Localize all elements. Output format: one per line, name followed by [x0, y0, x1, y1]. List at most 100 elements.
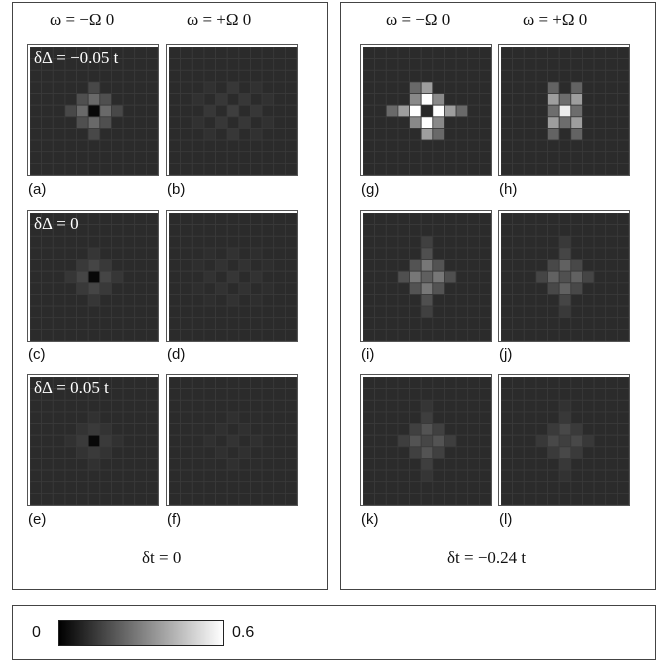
heatmap-cell	[52, 399, 66, 413]
heatmap-cell	[363, 213, 376, 226]
heatmap-cell	[547, 328, 560, 341]
heatmap-cell	[570, 305, 583, 319]
heatmap-cell	[444, 69, 457, 83]
heatmap-cell	[444, 388, 457, 401]
heatmap-cell	[87, 294, 101, 307]
heatmap-cell	[111, 328, 124, 341]
heatmap-cell	[134, 423, 147, 436]
row-annotation-1: δΔ = −0.05 t	[34, 48, 119, 67]
heatmap-cell	[605, 235, 618, 249]
heatmap-cell	[547, 259, 560, 272]
heatmap-panel-d	[166, 210, 298, 342]
heatmap-cell	[226, 317, 240, 330]
heatmap-cell	[478, 81, 491, 94]
heatmap-cell	[261, 47, 275, 60]
heatmap-cell	[535, 58, 548, 71]
heatmap-cell	[535, 434, 548, 448]
heatmap-cell	[203, 399, 216, 413]
heatmap-cell	[122, 377, 136, 390]
heatmap-cell	[432, 58, 445, 71]
heatmap-cell	[250, 434, 263, 448]
heatmap-cell	[99, 399, 112, 413]
heatmap-cell	[134, 469, 147, 483]
heatmap-cell	[145, 128, 158, 141]
heatmap-cell	[385, 270, 399, 284]
heatmap-cell	[145, 81, 158, 94]
heatmap-cell	[76, 469, 89, 483]
heatmap-cell	[432, 270, 445, 284]
heatmap-cell	[30, 399, 43, 413]
heatmap-cell	[52, 162, 66, 175]
heatmap-cell	[467, 328, 480, 341]
heatmap-cell	[432, 411, 445, 424]
heatmap-cell	[226, 93, 240, 106]
heatmap-cell	[374, 411, 387, 424]
heatmap-cell	[41, 399, 54, 413]
heatmap-cell	[122, 388, 136, 401]
heatmap-cell	[385, 492, 399, 505]
heatmap-cell	[180, 116, 193, 129]
heatmap-cell	[30, 247, 43, 260]
heatmap-cell	[134, 270, 147, 284]
heatmap-cell	[570, 116, 583, 129]
heatmap-cell	[558, 317, 572, 330]
heatmap-cell	[99, 69, 112, 83]
heatmap-cell	[444, 128, 457, 141]
heatmap-cell	[215, 423, 228, 436]
heatmap-cell	[616, 317, 629, 330]
heatmap-cell	[64, 481, 77, 494]
heatmap-cell	[512, 235, 525, 249]
heatmap-cell	[558, 388, 572, 401]
heatmap-cell	[52, 104, 66, 118]
heatmap-cell	[501, 58, 514, 71]
heatmap-cell	[432, 328, 445, 341]
heatmap-cell	[180, 423, 193, 436]
heatmap-cell	[215, 446, 228, 459]
heatmap-cell	[409, 116, 422, 129]
heatmap-cell	[180, 481, 193, 494]
heatmap-cell	[605, 47, 618, 60]
heatmap-cell	[478, 481, 491, 494]
heatmap-cell	[432, 81, 445, 94]
heatmap-cell	[99, 270, 112, 284]
heatmap-cell	[467, 492, 480, 505]
heatmap-cell	[523, 151, 537, 164]
heatmap-cell	[374, 492, 387, 505]
heatmap-cell	[385, 213, 399, 226]
heatmap-cell	[64, 116, 77, 129]
heatmap-cell	[478, 317, 491, 330]
heatmap-panel-i	[360, 210, 492, 342]
heatmap-cell	[523, 458, 537, 471]
heatmap-cell	[180, 388, 193, 401]
heatmap-cell	[616, 388, 629, 401]
heatmap-cell	[467, 423, 480, 436]
heatmap-cell	[444, 399, 457, 413]
heatmap-cell	[420, 270, 434, 284]
heatmap-cell	[478, 270, 491, 284]
heatmap-cell	[52, 270, 66, 284]
heatmap-cell	[41, 282, 54, 295]
heatmap-cell	[455, 458, 469, 471]
heatmap-cell	[523, 317, 537, 330]
heatmap-cell	[467, 93, 480, 106]
heatmap-cell	[111, 399, 124, 413]
heatmap-cell	[215, 259, 228, 272]
heatmap-cell	[467, 58, 480, 71]
heatmap-cell	[180, 469, 193, 483]
heatmap-cell	[523, 423, 537, 436]
heatmap-cell	[30, 458, 43, 471]
heatmap-cell	[30, 93, 43, 106]
heatmap-cell	[363, 224, 376, 237]
heatmap-cell	[191, 247, 205, 260]
heatmap-cell	[203, 492, 216, 505]
heatmap-cell	[76, 282, 89, 295]
heatmap-cell	[273, 58, 286, 71]
heatmap-cell	[191, 47, 205, 60]
heatmap-cell	[203, 377, 216, 390]
heatmap-cell	[616, 213, 629, 226]
heatmap-cell	[111, 270, 124, 284]
heatmap-cell	[41, 328, 54, 341]
heatmap-cell	[52, 235, 66, 249]
heatmap-cell	[169, 282, 182, 295]
heatmap-cell	[284, 259, 297, 272]
